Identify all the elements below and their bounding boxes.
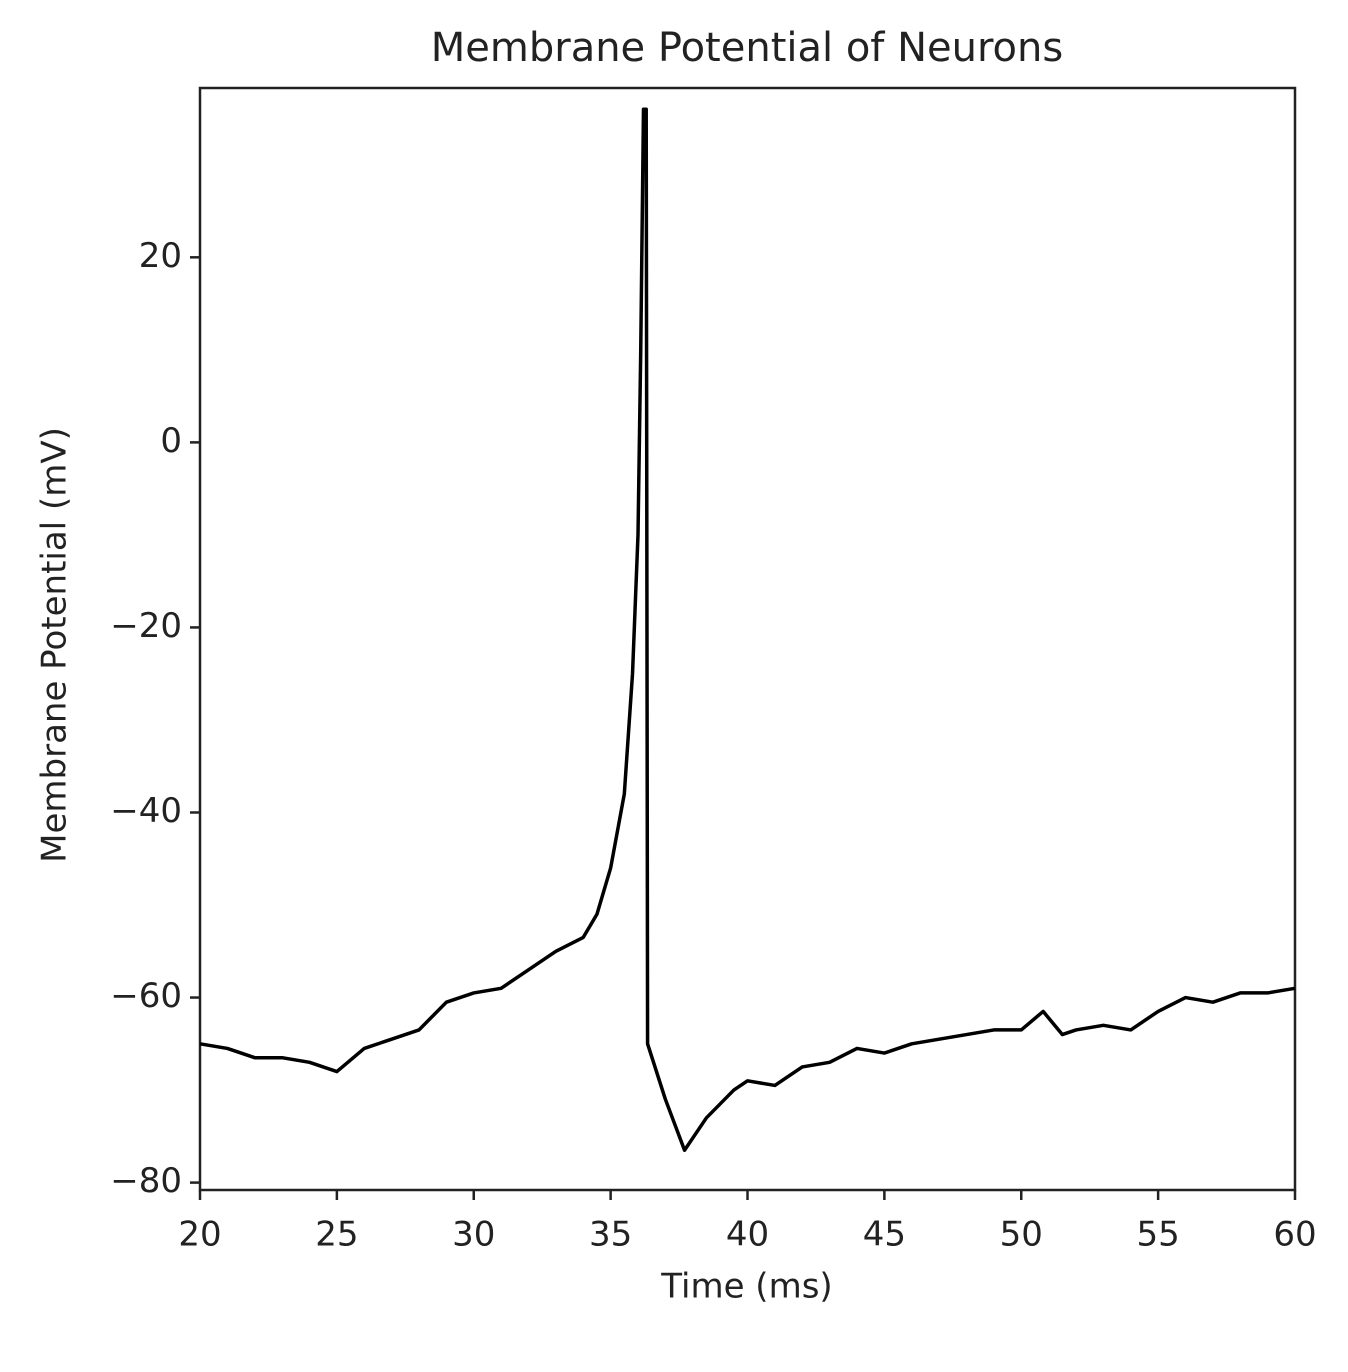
y-tick-label: 20	[139, 236, 182, 276]
y-tick-label: −40	[110, 791, 182, 831]
y-tick-label: −60	[110, 976, 182, 1016]
chart-title: Membrane Potential of Neurons	[431, 25, 1063, 71]
y-tick-label: 0	[160, 421, 182, 461]
y-tick-label: −80	[110, 1161, 182, 1201]
x-tick-label: 35	[589, 1215, 632, 1255]
x-tick-label: 55	[1136, 1215, 1179, 1255]
x-tick-label: 25	[315, 1215, 358, 1255]
y-axis-label: Membrane Potential (mV)	[35, 427, 75, 863]
x-tick-label: 50	[1000, 1215, 1043, 1255]
x-tick-label: 20	[178, 1215, 221, 1255]
x-axis-label: Time (ms)	[660, 1267, 832, 1307]
x-tick-label: 40	[726, 1215, 769, 1255]
y-tick-label: −20	[110, 606, 182, 646]
x-tick-label: 60	[1273, 1215, 1316, 1255]
plot-frame	[198, 86, 1297, 1192]
x-tick-label: 30	[452, 1215, 495, 1255]
x-tick-label: 45	[863, 1215, 906, 1255]
data-line	[199, 107, 1296, 1152]
